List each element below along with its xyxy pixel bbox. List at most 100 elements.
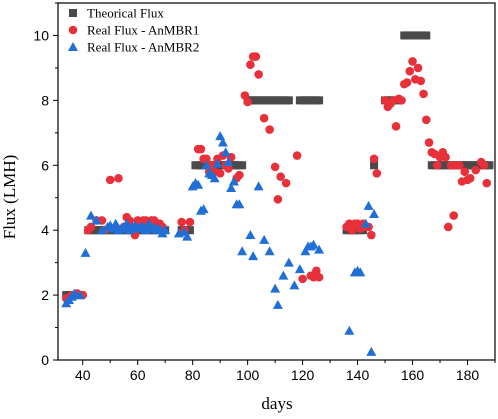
- data-point-real-flux-anmbr2: [69, 288, 80, 298]
- data-point-real-flux-anmbr2: [209, 173, 220, 183]
- data-point-theorical-flux: [370, 161, 379, 170]
- data-point-real-flux-anmbr1: [372, 169, 382, 178]
- data-point-real-flux-anmbr1: [367, 230, 376, 240]
- data-point-real-flux-anmbr1: [441, 152, 450, 162]
- data-point-real-flux-anmbr1: [471, 165, 481, 175]
- data-point-real-flux-anmbr2: [289, 280, 300, 290]
- data-point-theorical-flux: [185, 226, 194, 235]
- data-point-real-flux-anmbr2: [366, 346, 377, 356]
- data-point-real-flux-anmbr1: [235, 170, 244, 180]
- data-point-real-flux-anmbr1: [465, 173, 475, 183]
- data-point-real-flux-anmbr2: [217, 137, 228, 147]
- data-point-real-flux-anmbr1: [369, 154, 379, 164]
- y-tick-label: 4: [41, 222, 49, 238]
- series-real-flux-anmbr1: [61, 52, 492, 303]
- data-point-real-flux-anmbr1: [416, 76, 426, 86]
- data-point-real-flux-anmbr1: [482, 178, 492, 188]
- data-point-real-flux-anmbr1: [298, 274, 307, 284]
- data-point-real-flux-anmbr1: [405, 66, 415, 76]
- data-point-real-flux-anmbr1: [215, 169, 225, 178]
- data-point-real-flux-anmbr1: [391, 122, 401, 131]
- data-point-real-flux-anmbr1: [292, 151, 302, 160]
- data-point-real-flux-anmbr2: [245, 230, 256, 240]
- data-point-real-flux-anmbr2: [198, 204, 209, 214]
- data-point-real-flux-anmbr1: [243, 97, 252, 107]
- data-point-real-flux-anmbr2: [107, 223, 118, 233]
- data-point-real-flux-anmbr1: [424, 138, 434, 147]
- data-point-real-flux-anmbr1: [454, 160, 464, 170]
- data-point-real-flux-anmbr2: [259, 234, 270, 244]
- data-point-real-flux-anmbr2: [248, 251, 259, 261]
- x-tick-label: 100: [236, 367, 260, 383]
- data-point-real-flux-anmbr1: [443, 222, 453, 232]
- data-point-real-flux-anmbr1: [254, 70, 263, 79]
- x-tick-label: 60: [130, 367, 146, 383]
- data-point-real-flux-anmbr2: [85, 210, 96, 220]
- data-point-real-flux-anmbr2: [355, 267, 366, 277]
- data-point-real-flux-anmbr1: [270, 162, 280, 172]
- data-point-real-flux-anmbr2: [363, 200, 374, 210]
- data-point-theorical-flux: [284, 96, 293, 105]
- data-point-real-flux-anmbr2: [96, 225, 107, 235]
- data-point-real-flux-anmbr1: [259, 113, 269, 123]
- data-point-real-flux-anmbr1: [408, 57, 417, 66]
- data-point-real-flux-anmbr2: [234, 199, 245, 209]
- data-point-real-flux-anmbr2: [314, 244, 325, 254]
- data-point-real-flux-anmbr1: [196, 144, 206, 154]
- data-point-real-flux-anmbr2: [212, 158, 223, 168]
- data-point-real-flux-anmbr1: [281, 178, 291, 188]
- data-point-real-flux-anmbr1: [114, 173, 123, 183]
- y-tick-label: 8: [41, 92, 49, 108]
- data-point-real-flux-anmbr2: [160, 225, 171, 235]
- legend-label-theorical-flux: Theorical Flux: [87, 6, 164, 21]
- data-point-real-flux-anmbr1: [105, 175, 115, 185]
- data-point-real-flux-anmbr2: [80, 247, 91, 257]
- data-point-real-flux-anmbr1: [224, 164, 233, 173]
- data-point-real-flux-anmbr1: [177, 217, 186, 227]
- data-point-real-flux-anmbr1: [86, 222, 96, 232]
- axis-ticks: 40 60 80 100 120 140 160 180 0 2 4 6 8 10: [33, 2, 496, 383]
- data-point-real-flux-anmbr1: [402, 78, 412, 87]
- data-point-real-flux-anmbr2: [272, 299, 283, 309]
- data-point-real-flux-anmbr1: [265, 125, 274, 134]
- data-point-real-flux-anmbr1: [251, 52, 261, 61]
- data-point-real-flux-anmbr1: [421, 115, 431, 125]
- data-point-real-flux-anmbr2: [264, 246, 275, 256]
- legend-label-real-flux-anmbr1: Real Flux - AnMBR1: [87, 23, 199, 38]
- x-axis-label: days: [261, 394, 292, 413]
- data-point-theorical-flux: [315, 96, 324, 105]
- data-point-real-flux-anmbr1: [419, 89, 428, 99]
- data-point-real-flux-anmbr1: [240, 91, 250, 100]
- data-point-real-flux-anmbr1: [276, 172, 285, 181]
- data-point-real-flux-anmbr2: [223, 157, 234, 167]
- data-point-real-flux-anmbr2: [193, 179, 204, 189]
- legend-marker-real-flux-anmbr1: [68, 25, 78, 35]
- data-point-real-flux-anmbr1: [413, 63, 423, 73]
- y-axis-label: Flux (LMH): [0, 155, 19, 240]
- data-point-real-flux-anmbr2: [228, 176, 239, 186]
- data-point-real-flux-anmbr1: [479, 160, 489, 170]
- legend-label-real-flux-anmbr2: Real Flux - AnMBR2: [87, 40, 199, 55]
- data-point-real-flux-anmbr1: [312, 266, 321, 276]
- legend: Theorical Flux Real Flux - AnMBR1 Real Flu…: [68, 6, 199, 55]
- x-tick-label: 160: [401, 367, 425, 383]
- series-real-flux-anmbr2: [61, 131, 380, 356]
- data-point-real-flux-anmbr1: [273, 195, 283, 204]
- data-point-real-flux-anmbr2: [294, 264, 305, 274]
- data-point-real-flux-anmbr2: [308, 239, 319, 249]
- data-point-real-flux-anmbr2: [300, 246, 311, 256]
- plot-frame: [57, 2, 496, 361]
- data-point-real-flux-anmbr2: [121, 218, 132, 228]
- legend-marker-real-flux-anmbr2: [68, 42, 78, 51]
- data-point-theorical-flux: [422, 31, 431, 40]
- data-point-real-flux-anmbr2: [237, 246, 248, 256]
- y-tick-label: 6: [41, 157, 49, 173]
- data-point-real-flux-anmbr1: [432, 160, 442, 170]
- x-tick-label: 140: [346, 367, 370, 383]
- data-point-real-flux-anmbr2: [226, 182, 237, 192]
- plot-area-border: [57, 2, 496, 361]
- data-point-real-flux-anmbr2: [369, 208, 380, 218]
- data-point-real-flux-anmbr1: [397, 96, 406, 105]
